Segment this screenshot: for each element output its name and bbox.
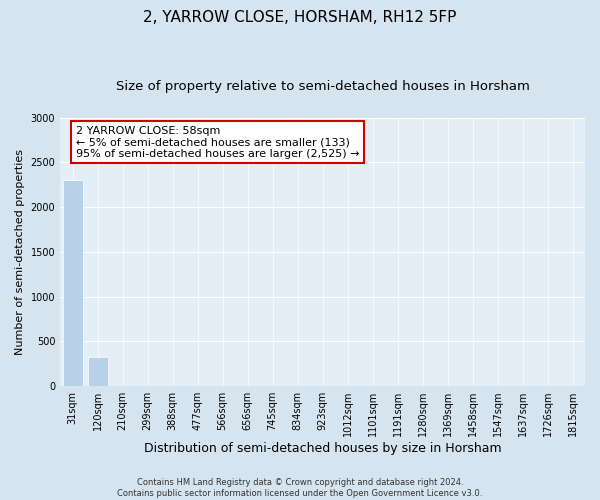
X-axis label: Distribution of semi-detached houses by size in Horsham: Distribution of semi-detached houses by … [144,442,502,455]
Bar [88,356,107,386]
Text: 2, YARROW CLOSE, HORSHAM, RH12 5FP: 2, YARROW CLOSE, HORSHAM, RH12 5FP [143,10,457,25]
Text: Contains HM Land Registry data © Crown copyright and database right 2024.
Contai: Contains HM Land Registry data © Crown c… [118,478,482,498]
Title: Size of property relative to semi-detached houses in Horsham: Size of property relative to semi-detach… [116,80,530,93]
Text: 2 YARROW CLOSE: 58sqm
← 5% of semi-detached houses are smaller (133)
95% of semi: 2 YARROW CLOSE: 58sqm ← 5% of semi-detac… [76,126,359,159]
Y-axis label: Number of semi-detached properties: Number of semi-detached properties [15,149,25,355]
Bar [62,180,83,386]
